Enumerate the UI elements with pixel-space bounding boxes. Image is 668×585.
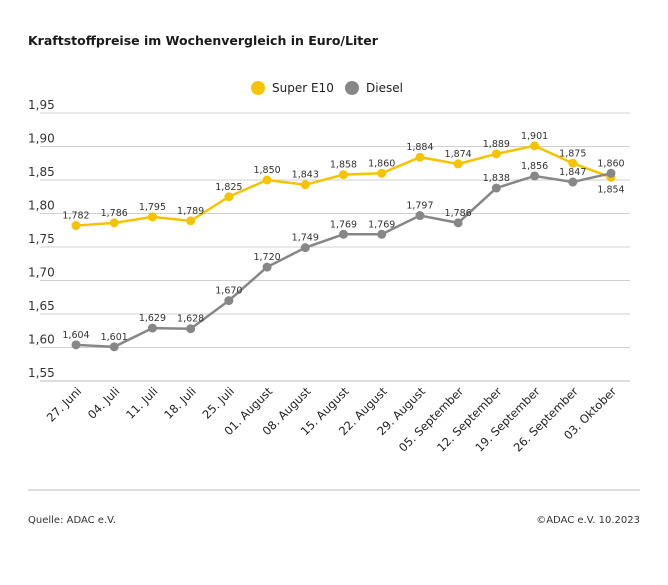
- data-point: [147, 323, 157, 333]
- data-label: 1,875: [559, 148, 586, 159]
- y-tick-label: 1,85: [28, 165, 55, 179]
- data-label: 1,858: [330, 160, 357, 171]
- data-label: 1,854: [597, 184, 624, 195]
- data-label: 1,797: [406, 201, 433, 212]
- source-note: Quelle: ADAC e.V.: [28, 515, 116, 526]
- y-tick-label: 1,60: [28, 333, 55, 347]
- data-label: 1,769: [368, 219, 395, 230]
- y-tick-label: 1,75: [28, 232, 55, 246]
- x-tick-label: 18. Juli: [161, 384, 198, 421]
- copyright-note: ©ADAC e.V. 10.2023: [536, 515, 640, 526]
- data-label: 1,789: [177, 206, 204, 217]
- data-point: [71, 340, 81, 350]
- data-label: 1,874: [445, 149, 472, 160]
- y-tick-label: 1,65: [28, 299, 55, 313]
- data-point: [415, 211, 425, 221]
- data-label: 1,786: [101, 208, 128, 219]
- data-label: 1,889: [483, 139, 510, 150]
- chart-title: Kraftstoffpreise im Wochenvergleich in E…: [28, 33, 378, 48]
- y-tick-label: 1,55: [28, 366, 55, 380]
- data-point: [530, 141, 540, 151]
- data-point: [300, 243, 310, 253]
- data-point: [377, 168, 387, 178]
- data-label: 1,850: [253, 165, 280, 176]
- data-point: [147, 212, 157, 222]
- data-point: [377, 229, 387, 239]
- data-label: 1,901: [521, 131, 548, 142]
- data-point: [568, 158, 578, 168]
- data-point: [491, 183, 501, 193]
- data-label: 1,884: [406, 142, 433, 153]
- legend-marker: [345, 81, 359, 95]
- data-point: [453, 159, 463, 169]
- data-label: 1,843: [292, 170, 319, 181]
- data-point: [530, 171, 540, 181]
- data-label: 1,782: [62, 211, 89, 222]
- data-label: 1,628: [177, 314, 204, 325]
- data-point: [339, 170, 348, 180]
- data-point: [109, 218, 119, 228]
- data-point: [71, 221, 81, 231]
- data-label: 1,856: [521, 161, 548, 172]
- data-point: [339, 229, 348, 239]
- data-point: [262, 262, 272, 272]
- data-point: [224, 192, 234, 202]
- data-point: [186, 216, 196, 226]
- data-label: 1,860: [597, 158, 624, 169]
- data-label: 1,720: [253, 252, 280, 263]
- data-label: 1,749: [292, 233, 319, 244]
- y-tick-label: 1,90: [28, 132, 55, 146]
- data-label: 1,847: [559, 167, 586, 178]
- data-label: 1,601: [101, 332, 128, 343]
- legend-label: Super E10: [272, 81, 334, 95]
- data-label: 1,604: [62, 330, 89, 341]
- legend-label: Diesel: [366, 81, 403, 95]
- data-point: [415, 152, 425, 162]
- y-tick-label: 1,95: [28, 98, 55, 112]
- x-tick-label: 25. Juli: [199, 384, 236, 421]
- data-label: 1,769: [330, 219, 357, 230]
- data-point: [491, 149, 501, 159]
- legend-marker: [251, 81, 265, 95]
- x-tick-label: 04. Juli: [85, 384, 122, 421]
- x-tick-label: 11. Juli: [123, 384, 160, 421]
- data-label: 1,860: [368, 158, 395, 169]
- y-tick-label: 1,70: [28, 266, 55, 280]
- data-point: [186, 324, 196, 334]
- data-label: 1,838: [483, 173, 510, 184]
- data-point: [224, 296, 234, 306]
- data-point: [109, 342, 119, 352]
- data-point: [262, 175, 272, 185]
- data-label: 1,795: [139, 202, 166, 213]
- data-label: 1,629: [139, 313, 166, 324]
- data-label: 1,670: [215, 286, 242, 297]
- x-tick-label: 27. Juni: [44, 384, 84, 424]
- data-point: [606, 168, 616, 178]
- data-point: [568, 177, 578, 187]
- data-point: [300, 180, 310, 190]
- y-tick-label: 1,80: [28, 199, 55, 213]
- data-label: 1,825: [215, 182, 242, 193]
- data-point: [453, 218, 463, 228]
- data-label: 1,786: [445, 208, 472, 219]
